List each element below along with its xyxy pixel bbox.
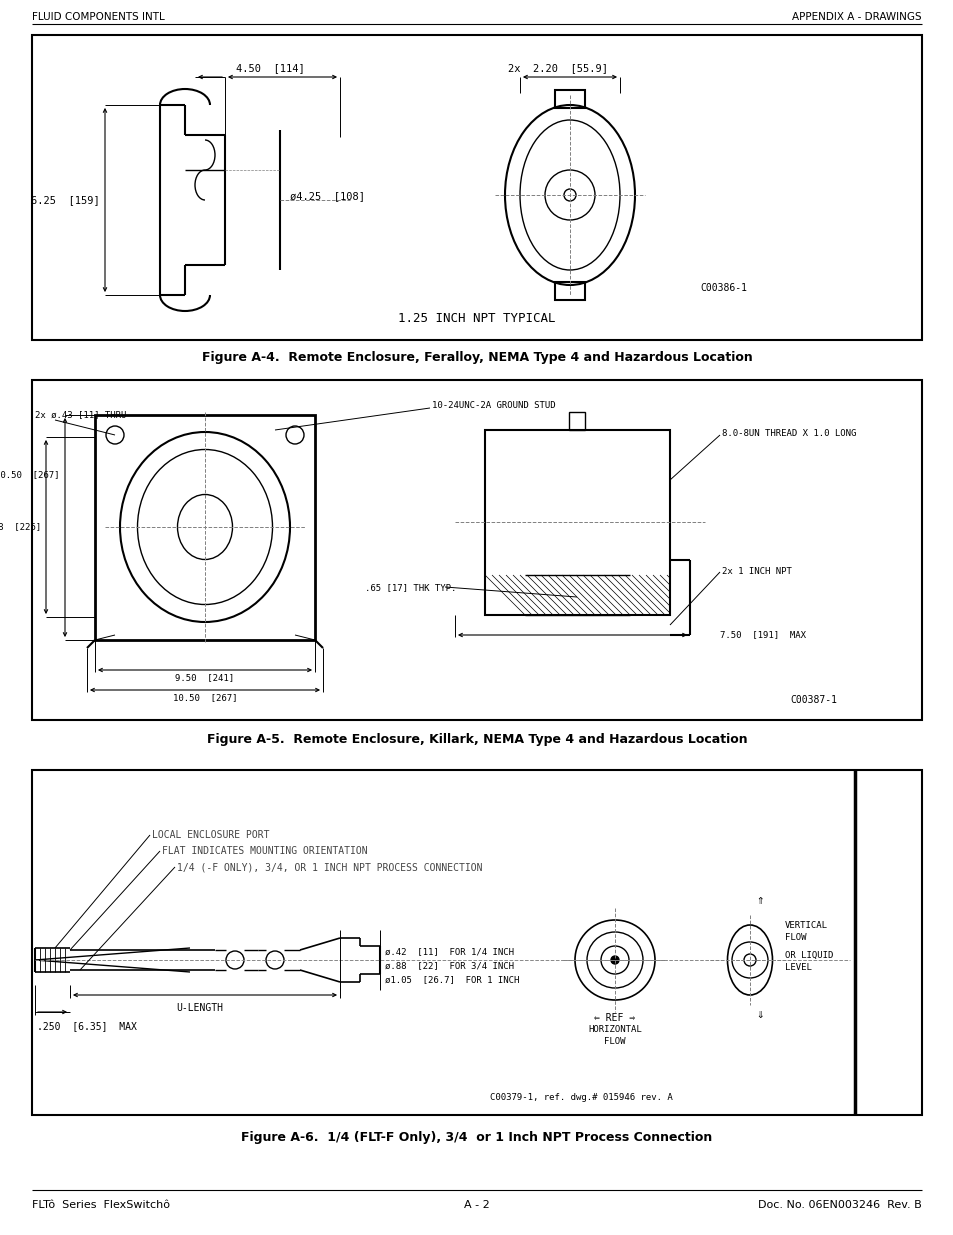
Text: ø.42  [11]  FOR 1/4 INCH: ø.42 [11] FOR 1/4 INCH: [385, 947, 514, 956]
Text: FLOW: FLOW: [603, 1036, 625, 1046]
Bar: [484, 430, 669, 615]
Text: .250  [6.35]  MAX: .250 [6.35] MAX: [37, 1021, 136, 1031]
Text: 6.25  [159]: 6.25 [159]: [31, 195, 100, 205]
Text: HORIZONTAL: HORIZONTAL: [587, 1025, 641, 1035]
Text: ⇐ REF ⇒: ⇐ REF ⇒: [594, 1013, 635, 1023]
Text: VERTICAL: VERTICAL: [784, 920, 827, 930]
Circle shape: [610, 956, 618, 965]
Text: ø1.05  [26.7]  FOR 1 INCH: ø1.05 [26.7] FOR 1 INCH: [385, 976, 518, 984]
Text: ⇓: ⇓: [756, 1009, 763, 1021]
Text: ⇑: ⇑: [756, 893, 763, 906]
Text: Figure A-5.  Remote Enclosure, Killark, NEMA Type 4 and Hazardous Location: Figure A-5. Remote Enclosure, Killark, N…: [207, 734, 746, 746]
Bar: [555, 90, 584, 107]
Text: C00386-1: C00386-1: [700, 283, 746, 293]
Text: 7.50  [191]  MAX: 7.50 [191] MAX: [720, 631, 805, 640]
Text: 10.50  [267]: 10.50 [267]: [172, 694, 237, 703]
Text: 9.50  [241]: 9.50 [241]: [175, 673, 234, 683]
Bar: [555, 282, 584, 300]
Text: 10-24UNC-2A GROUND STUD: 10-24UNC-2A GROUND STUD: [432, 401, 555, 410]
Text: A - 2: A - 2: [464, 1200, 489, 1210]
Bar: [95, 415, 314, 640]
Text: 4.50  [114]: 4.50 [114]: [235, 63, 304, 73]
Text: 10.50  [267]: 10.50 [267]: [0, 471, 60, 479]
Text: U-LENGTH: U-LENGTH: [176, 1003, 223, 1013]
Bar: [32, 769, 921, 1115]
Bar: [32, 35, 921, 340]
Bar: [32, 380, 921, 720]
Text: LEVEL: LEVEL: [784, 962, 811, 972]
Text: 8.88  [226]: 8.88 [226]: [0, 522, 41, 531]
Text: .65 [17] THK TYP.: .65 [17] THK TYP.: [365, 583, 456, 593]
Text: 2x 1 INCH NPT: 2x 1 INCH NPT: [721, 567, 791, 576]
Text: 2x ø.43 [11] THRU: 2x ø.43 [11] THRU: [35, 410, 126, 420]
Text: C00387-1: C00387-1: [789, 695, 836, 705]
Text: Figure A-6.  1/4 (FLT-F Only), 3/4  or 1 Inch NPT Process Connection: Figure A-6. 1/4 (FLT-F Only), 3/4 or 1 I…: [241, 1131, 712, 1145]
Text: FLUID COMPONENTS INTL: FLUID COMPONENTS INTL: [32, 12, 165, 22]
Text: Doc. No. 06EN003246  Rev. B: Doc. No. 06EN003246 Rev. B: [758, 1200, 921, 1210]
Text: FLOW: FLOW: [784, 932, 805, 941]
Text: Figure A-4.  Remote Enclosure, Feralloy, NEMA Type 4 and Hazardous Location: Figure A-4. Remote Enclosure, Feralloy, …: [201, 352, 752, 364]
Text: 8.0-8UN THREAD X 1.0 LONG: 8.0-8UN THREAD X 1.0 LONG: [721, 429, 856, 437]
Text: FLTô  Series  FlexSwitchô: FLTô Series FlexSwitchô: [32, 1200, 170, 1210]
Text: C00379-1, ref. dwg.# 015946 rev. A: C00379-1, ref. dwg.# 015946 rev. A: [490, 1093, 672, 1103]
Text: ø.88  [22]  FOR 3/4 INCH: ø.88 [22] FOR 3/4 INCH: [385, 962, 514, 971]
Text: 2x  2.20  [55.9]: 2x 2.20 [55.9]: [507, 63, 607, 73]
Text: APPENDIX A - DRAWINGS: APPENDIX A - DRAWINGS: [792, 12, 921, 22]
Text: 1/4 (-F ONLY), 3/4, OR 1 INCH NPT PROCESS CONNECTION: 1/4 (-F ONLY), 3/4, OR 1 INCH NPT PROCES…: [177, 862, 482, 872]
Text: 1.25 INCH NPT TYPICAL: 1.25 INCH NPT TYPICAL: [397, 311, 556, 325]
Text: OR LIQUID: OR LIQUID: [784, 951, 833, 960]
Text: ø4.25  [108]: ø4.25 [108]: [290, 191, 365, 201]
Text: LOCAL ENCLOSURE PORT: LOCAL ENCLOSURE PORT: [152, 830, 269, 840]
Text: FLAT INDICATES MOUNTING ORIENTATION: FLAT INDICATES MOUNTING ORIENTATION: [162, 846, 367, 856]
Bar: [568, 412, 584, 430]
